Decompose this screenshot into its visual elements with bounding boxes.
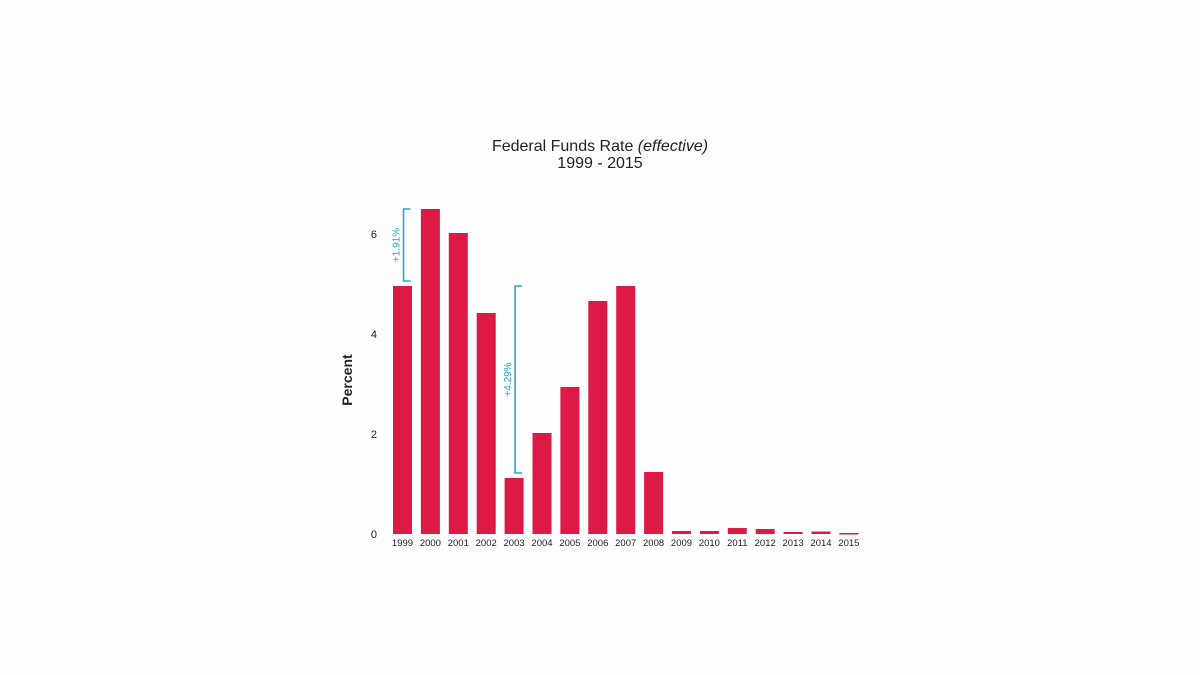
x-tick-label: 2011 — [727, 538, 747, 549]
annotation-bracket — [402, 208, 411, 282]
x-tick-label: 2006 — [587, 538, 608, 549]
chart-title-italic: (effective) — [638, 138, 708, 155]
x-tick-label: 2001 — [448, 538, 469, 549]
x-tick-label: 1999 — [392, 538, 413, 549]
annotation-bracket — [514, 285, 523, 474]
bar-2000 — [420, 209, 440, 534]
annotation-label: +1.91% — [392, 228, 403, 262]
x-tick-label: 2004 — [531, 538, 552, 549]
bar-2014 — [811, 531, 831, 534]
bar-2002 — [476, 313, 496, 534]
bar-2013 — [783, 532, 803, 534]
bar-2001 — [448, 233, 468, 534]
bar-2007 — [616, 286, 636, 534]
x-tick-label: 2002 — [476, 538, 497, 549]
bar-2015 — [839, 533, 859, 535]
x-tick-label: 2012 — [755, 538, 776, 549]
x-tick-label: 2014 — [810, 538, 831, 549]
bar-2010 — [699, 531, 719, 534]
x-tick-label: 2000 — [420, 538, 441, 549]
y-tick-label: 6 — [371, 229, 377, 241]
bar-2003 — [504, 478, 524, 534]
x-tick-label: 2008 — [643, 538, 664, 549]
bar-2011 — [727, 528, 747, 534]
chart-subtitle: 1999 - 2015 — [557, 155, 643, 172]
x-tick-label: 2003 — [504, 538, 525, 549]
chart-title-main: Federal Funds Rate — [492, 138, 634, 155]
chart-title: Federal Funds Rate (effective) — [492, 138, 708, 155]
y-tick-label: 0 — [371, 529, 377, 541]
y-tick-label: 4 — [371, 329, 377, 341]
bar-2006 — [588, 301, 608, 534]
bar-2004 — [532, 433, 552, 534]
x-tick-label: 2007 — [615, 538, 636, 549]
bar-2012 — [755, 529, 775, 534]
bar-2005 — [560, 387, 580, 534]
x-tick-label: 2015 — [838, 538, 859, 549]
bar-2008 — [644, 472, 664, 534]
x-tick-label: 2009 — [671, 538, 692, 549]
bar-1999 — [393, 286, 412, 534]
bar-2009 — [672, 531, 691, 534]
x-tick-label: 2010 — [699, 538, 720, 549]
x-tick-label: 2013 — [783, 538, 804, 549]
x-tick-label: 2005 — [559, 538, 580, 549]
y-axis-label: Percent — [339, 354, 355, 406]
annotation-label: +4.29% — [503, 362, 514, 396]
y-tick-label: 2 — [371, 429, 377, 441]
